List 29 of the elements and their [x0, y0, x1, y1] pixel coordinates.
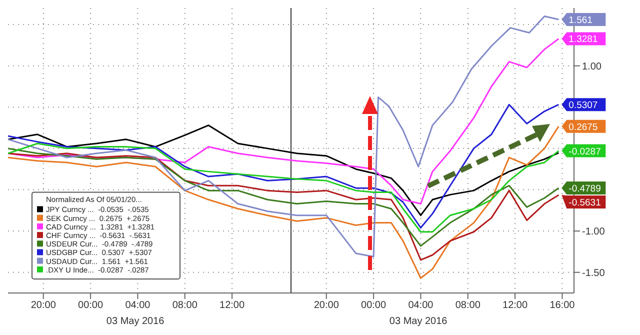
line-series — [8, 124, 560, 216]
y-tick-label: -1.00 — [582, 226, 606, 238]
x-tick-label: 16:00 — [550, 300, 576, 312]
line-series — [8, 38, 560, 205]
y-tick-label: -1.50 — [582, 268, 606, 279]
x-tick-label: 08:00 — [455, 300, 481, 312]
x-tick-label: 12:00 — [220, 300, 245, 312]
data-label: 1.561 — [568, 14, 592, 26]
x-tick-label: 12:00 — [502, 300, 528, 312]
x-tick-label: 00:00 — [361, 300, 386, 312]
data-label: 0.5307 — [568, 100, 598, 112]
data-label: 0.2675 — [568, 122, 598, 133]
y-tick-label: 1.00 — [582, 61, 602, 72]
line-series — [8, 126, 560, 279]
x-tick-label: 04:00 — [408, 300, 434, 312]
line-series — [8, 142, 560, 233]
x-tick-label: 04:00 — [125, 300, 151, 312]
data-label: -0.4789 — [568, 183, 601, 194]
x-tick-label: 20:00 — [314, 300, 340, 312]
text: 03 May 2016 — [106, 316, 165, 327]
line-series — [8, 16, 560, 258]
x-tick-label: 00:00 — [78, 300, 104, 312]
line-series — [8, 148, 560, 247]
data-label: -0.0287 — [568, 146, 601, 158]
data-label: 1.3281 — [568, 34, 598, 46]
data-label: -0.5631 — [568, 197, 601, 208]
text: 03 May 2016 — [389, 316, 448, 327]
x-tick-label: 20:00 — [30, 300, 56, 312]
x-tick-label: 08:00 — [172, 300, 198, 312]
